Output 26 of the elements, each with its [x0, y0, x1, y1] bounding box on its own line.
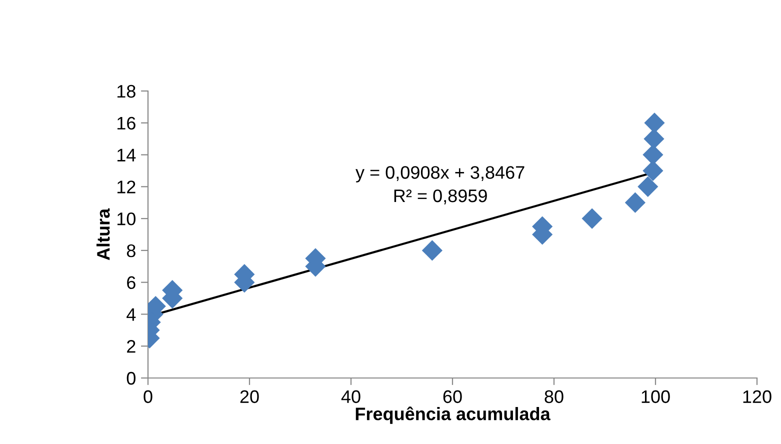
x-tick-label: 120: [743, 390, 772, 404]
y-tick-label: 4: [126, 308, 136, 321]
y-axis-title: Altura: [96, 208, 110, 260]
y-tick-label: 0: [126, 372, 136, 385]
point: [582, 208, 602, 229]
point: [638, 176, 658, 197]
y-tick-label: 6: [127, 276, 136, 290]
x-tick-label: 0: [144, 390, 152, 404]
point: [644, 112, 665, 134]
y-tick-label: 10: [117, 212, 136, 226]
y-tick-label: 2: [127, 340, 136, 353]
annotation: y = 0,0908x + 3,8467 R² = 0,8959: [356, 166, 524, 204]
y-tick-label: 16: [117, 116, 136, 130]
x-axis-title: Frequência acumulada: [356, 406, 550, 424]
x-tick-label: 80: [544, 390, 564, 404]
point: [624, 192, 646, 213]
y-tick-label: 8: [126, 244, 136, 258]
y-tick-label: 12: [117, 180, 136, 194]
point: [422, 240, 442, 261]
x-tick-label: 60: [443, 390, 462, 404]
x-tick-label: 100: [642, 390, 670, 404]
point: [644, 128, 664, 150]
x-tick-label: 40: [341, 390, 360, 404]
y-tick-label: 18: [117, 84, 136, 98]
x-tick-label: 20: [240, 390, 259, 404]
y-tick-label: 14: [117, 148, 136, 162]
